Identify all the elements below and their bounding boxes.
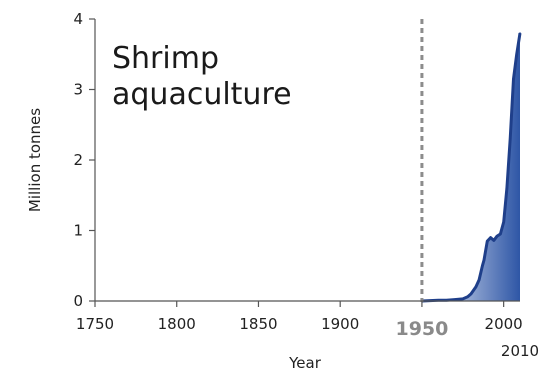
data-point [470, 293, 472, 295]
chart-title: Shrimp aquaculture [112, 41, 292, 112]
data-point [496, 235, 498, 237]
data-point [481, 265, 484, 267]
y-tick-label: 4 [73, 10, 83, 28]
data-point [489, 236, 492, 239]
x-tick-label: 1900 [321, 315, 359, 333]
chart-title-line-2: aquaculture [112, 77, 292, 112]
data-point [493, 239, 495, 242]
data-point [506, 187, 508, 189]
data-point [509, 138, 512, 140]
marker-label: 1950 [395, 318, 448, 340]
data-point [515, 53, 518, 56]
series-area [421, 33, 520, 301]
y-tick-label: 2 [73, 151, 83, 169]
data-point [512, 78, 515, 80]
x-tick-label: 1750 [76, 315, 114, 333]
data-point [453, 298, 456, 301]
data-point [499, 233, 502, 235]
end-year-label: 2010 [501, 342, 539, 360]
data-point [478, 279, 480, 281]
data-point [462, 298, 464, 300]
data-point [475, 286, 477, 288]
x-tick-label: 1850 [239, 315, 277, 333]
data-point [502, 221, 505, 223]
data-point [486, 240, 489, 242]
y-tick-label: 1 [73, 222, 83, 240]
y-tick-label: 3 [73, 81, 83, 99]
y-axis-title: Million tonnes [26, 108, 44, 212]
chart-title-line-1: Shrimp [112, 41, 219, 76]
x-axis-title: Year [288, 354, 322, 372]
y-tick-label: 0 [73, 292, 83, 310]
data-point [483, 259, 485, 261]
x-tick-label: 2000 [485, 315, 523, 333]
data-point [519, 32, 521, 34]
x-tick-label: 1800 [158, 315, 196, 333]
data-point [466, 296, 469, 298]
